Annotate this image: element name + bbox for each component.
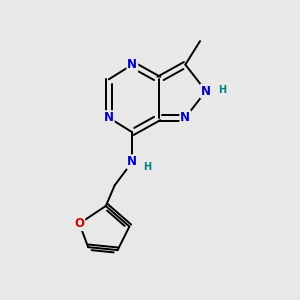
Text: N: N — [127, 58, 137, 71]
Text: N: N — [127, 155, 137, 168]
Text: N: N — [180, 111, 190, 124]
Text: N: N — [104, 111, 114, 124]
Text: O: O — [74, 217, 84, 230]
Text: H: H — [143, 162, 152, 172]
Text: N: N — [201, 85, 211, 98]
Text: H: H — [218, 85, 226, 94]
